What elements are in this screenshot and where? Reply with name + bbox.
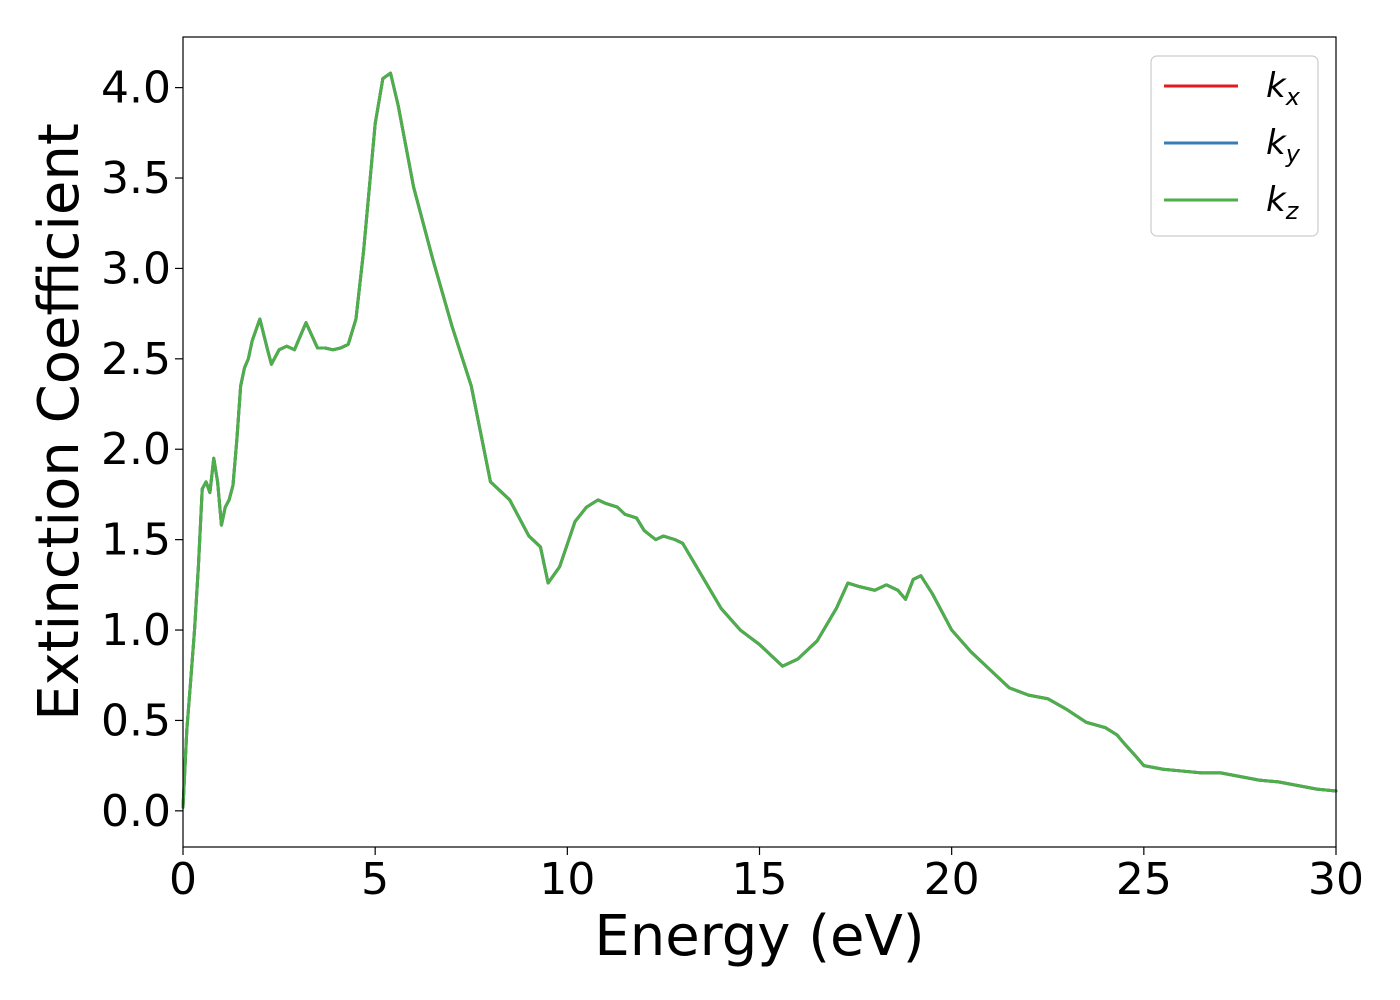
legend-entry-ky: ky xyxy=(1266,123,1301,168)
y-tick-label: 0.0 xyxy=(101,786,171,837)
y-tick-label: 0.5 xyxy=(101,695,171,746)
x-axis-label: Energy (eV) xyxy=(594,904,924,969)
x-tick-label: 30 xyxy=(1308,854,1364,905)
y-axis-label: Extinction Coefficient xyxy=(27,123,92,721)
x-tick-label: 5 xyxy=(361,854,389,905)
legend-entry-kx: kx xyxy=(1266,66,1301,111)
legend-box xyxy=(1150,55,1319,237)
y-axis: 0.0 0.5 1.0 1.5 2.0 2.5 3.0 3.5 4.0 xyxy=(101,63,183,837)
y-tick-label: 3.5 xyxy=(101,153,171,204)
x-tick-label: 0 xyxy=(169,854,197,905)
y-tick-label: 1.0 xyxy=(101,605,171,656)
y-tick-label: 2.0 xyxy=(101,424,171,475)
x-axis: 0 5 10 15 20 25 30 xyxy=(169,847,1364,905)
x-tick-label: 25 xyxy=(1116,854,1172,905)
x-tick-label: 15 xyxy=(732,854,788,905)
y-tick-label: 2.5 xyxy=(101,334,171,385)
legend: kx ky kz xyxy=(1150,55,1319,237)
series-layer xyxy=(181,71,1338,809)
x-tick-label: 10 xyxy=(539,854,595,905)
legend-entry-kz: kz xyxy=(1266,180,1300,225)
y-tick-label: 4.0 xyxy=(101,63,171,114)
series-line-kz xyxy=(181,71,1338,809)
y-tick-label: 1.5 xyxy=(101,515,171,566)
x-tick-label: 20 xyxy=(924,854,980,905)
y-tick-label: 3.0 xyxy=(101,243,171,294)
